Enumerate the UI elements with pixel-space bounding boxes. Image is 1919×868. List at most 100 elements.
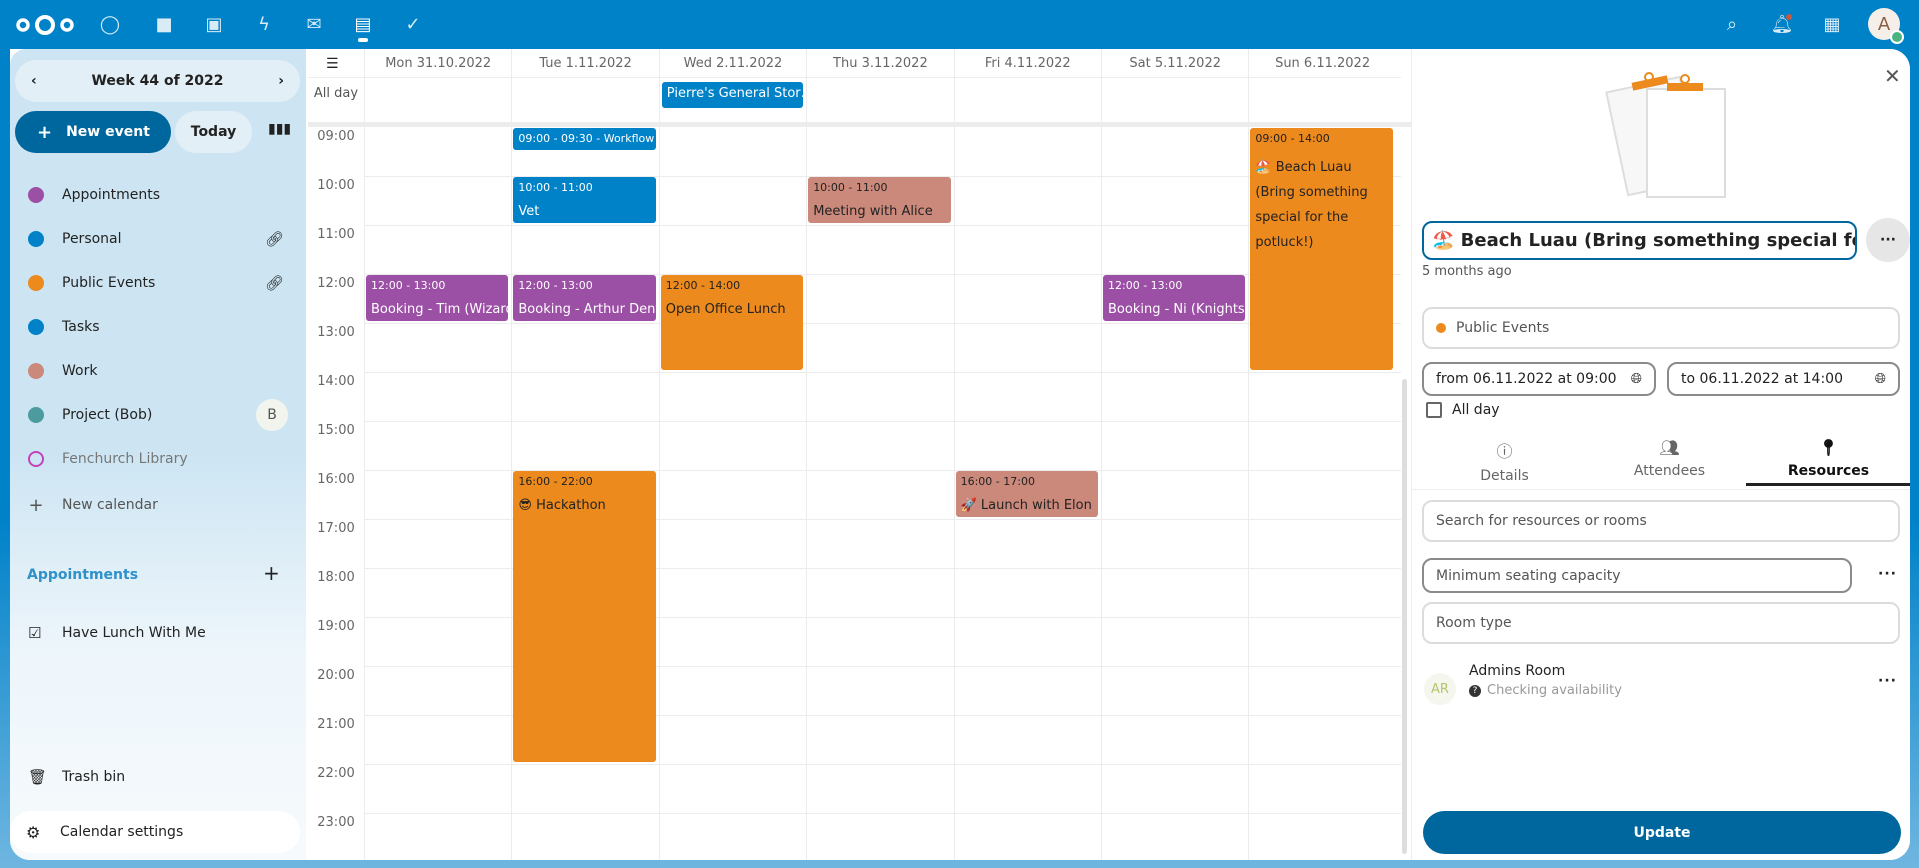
link-icon[interactable]: 🔗︎: [264, 230, 284, 248]
next-week-button[interactable]: ›: [278, 73, 284, 89]
seating-capacity-input[interactable]: Minimum seating capacity: [1422, 558, 1852, 593]
notifications-bell-icon[interactable]: 🔔︎: [1770, 13, 1794, 35]
tab-details[interactable]: ⓘ Details: [1422, 434, 1587, 486]
calendar-event[interactable]: 16:00 - 17:00 🚀 Launch with Elon: [955, 471, 1098, 517]
tab-attendees[interactable]: 👥︎ Attendees: [1587, 434, 1752, 486]
hour-line: [364, 421, 1401, 422]
tab-resources[interactable]: 📍︎ Resources: [1746, 434, 1910, 486]
calendar-event[interactable]: 12:00 - 13:00 Booking - Ni (Knights: [1103, 275, 1246, 321]
trash-icon: 🗑︎: [28, 768, 48, 786]
update-button[interactable]: Update: [1423, 811, 1901, 854]
people-icon: 👥︎: [1659, 438, 1680, 457]
view-columns-icon[interactable]: ▮▮▮: [268, 121, 292, 137]
room-type-input[interactable]: Room type: [1422, 602, 1900, 644]
calendar-event[interactable]: 09:00 - 14:00 🏖️ Beach Luau (Bring someth…: [1250, 128, 1393, 370]
all-day-checkbox[interactable]: All day: [1426, 402, 1500, 418]
day-header: Sun 6.11.2022: [1248, 49, 1395, 77]
previous-week-button[interactable]: ‹: [31, 73, 37, 89]
scrollbar[interactable]: [1402, 379, 1407, 854]
hour-label: 19:00: [317, 619, 355, 634]
sidebar: ‹ Week 44 of 2022 › + New event Today ▮▮▮…: [10, 49, 306, 860]
activity-icon[interactable]: ϟ: [258, 13, 270, 35]
new-calendar-button[interactable]: + New calendar: [28, 494, 158, 516]
day-header: Tue 1.11.2022: [511, 49, 658, 77]
calendar-item[interactable]: Personal 🔗︎: [28, 221, 298, 257]
appointment-item[interactable]: ☑ Have Lunch With Me: [28, 624, 206, 642]
timezone-globe-icon[interactable]: 🌐︎: [1874, 371, 1886, 387]
week-navigator: ‹ Week 44 of 2022 ›: [15, 60, 300, 102]
event-title: 😎 Hackathon: [518, 498, 606, 514]
close-icon[interactable]: ✕: [1884, 64, 1901, 88]
event-title: Booking - Ni (Knights: [1108, 302, 1245, 318]
new-event-button[interactable]: + New event: [15, 111, 171, 153]
contacts-icon[interactable]: ▦: [1823, 13, 1841, 35]
calendar-event[interactable]: 12:00 - 13:00 Booking - Arthur Dent: [513, 275, 656, 321]
nextcloud-logo[interactable]: [14, 13, 76, 37]
event-title: Booking - Tim (Wizard): [371, 302, 509, 318]
calendar-item[interactable]: Work: [28, 353, 298, 389]
calendar-color-dot[interactable]: [28, 451, 44, 467]
mail-icon[interactable]: ✉: [306, 13, 322, 35]
calendar-settings-button[interactable]: ⚙ Calendar settings: [10, 811, 300, 853]
hour-label: 09:00: [317, 129, 355, 144]
calendar-event[interactable]: 12:00 - 13:00 Booking - Tim (Wizard): [366, 275, 509, 321]
search-icon[interactable]: ⌕: [1726, 13, 1738, 35]
event-title: Vet: [518, 204, 540, 220]
hour-label: 13:00: [317, 325, 355, 340]
calendar-color-dot[interactable]: [28, 187, 44, 203]
availability-status: Checking availability: [1487, 683, 1622, 698]
avatar[interactable]: A: [1868, 8, 1904, 44]
files-icon[interactable]: ■: [155, 13, 173, 35]
calendar-event[interactable]: 10:00 - 11:00 Vet: [513, 177, 656, 223]
collapse-sidebar-icon[interactable]: ☰: [326, 56, 339, 72]
calendar-event[interactable]: 10:00 - 11:00 Meeting with Alice: [808, 177, 951, 223]
start-datetime-field[interactable]: from 06.11.2022 at 09:00 🌐︎: [1422, 362, 1656, 396]
calendar-item[interactable]: Fenchurch Library: [28, 441, 298, 477]
hour-line: [364, 617, 1401, 618]
hour-label: 16:00: [317, 472, 355, 487]
hour-label: 14:00: [317, 374, 355, 389]
day-header: Thu 3.11.2022: [806, 49, 953, 77]
calendar-name: Fenchurch Library: [62, 451, 188, 467]
calendar-item[interactable]: Tasks: [28, 309, 298, 345]
event-sidebar: ✕ 🏖️ Beach Luau (Bring something special…: [1411, 49, 1910, 860]
day-column-divider: [953, 49, 955, 860]
week-label[interactable]: Week 44 of 2022: [91, 73, 224, 89]
hour-label: 10:00: [317, 178, 355, 193]
active-app-indicator: [358, 38, 368, 42]
calendar-color-dot[interactable]: [28, 407, 44, 423]
calendar-color-dot[interactable]: [28, 319, 44, 335]
shared-user-avatar: B: [256, 399, 288, 431]
tasks-icon[interactable]: ✓: [405, 13, 421, 35]
calendar-event[interactable]: 12:00 - 14:00 Open Office Lunch: [660, 275, 804, 370]
calendar-color-dot[interactable]: [28, 231, 44, 247]
resource-search-input[interactable]: Search for resources or rooms: [1422, 500, 1900, 542]
dashboard-icon[interactable]: ◯: [99, 13, 121, 35]
checkbox[interactable]: [1426, 402, 1442, 418]
calendar-select[interactable]: Public Events: [1422, 307, 1900, 349]
trash-bin-button[interactable]: 🗑︎ Trash bin: [28, 768, 126, 786]
calendar-item[interactable]: Project (Bob) B: [28, 397, 298, 433]
hour-line: [364, 323, 1401, 324]
calendar-event[interactable]: 09:00 - 09:30 - Workflow: [513, 128, 656, 150]
link-icon[interactable]: 🔗︎: [264, 274, 284, 292]
more-actions-button[interactable]: ···: [1866, 218, 1910, 262]
all-day-event[interactable]: Pierre's General Stor…: [661, 82, 804, 108]
plus-icon: +: [28, 494, 44, 516]
hour-line: [364, 568, 1401, 569]
end-datetime-field[interactable]: to 06.11.2022 at 14:00 🌐︎: [1667, 362, 1900, 396]
add-appointment-button[interactable]: +: [263, 561, 280, 585]
calendar-icon[interactable]: ▤: [354, 13, 372, 35]
calendar-event[interactable]: 16:00 - 22:00 😎 Hackathon: [513, 471, 656, 762]
calendar-item[interactable]: Public Events 🔗︎: [28, 265, 298, 301]
more-filters-button[interactable]: ···: [1878, 566, 1897, 582]
timezone-globe-icon[interactable]: 🌐︎: [1630, 371, 1642, 387]
photos-icon[interactable]: ▣: [205, 13, 223, 35]
today-button[interactable]: Today: [175, 111, 252, 153]
hour-label: 20:00: [317, 668, 355, 683]
calendar-color-dot[interactable]: [28, 275, 44, 291]
event-title-input[interactable]: 🏖️ Beach Luau (Bring something special f…: [1422, 221, 1857, 260]
calendar-color-dot[interactable]: [28, 363, 44, 379]
calendar-item[interactable]: Appointments: [28, 177, 298, 213]
resource-more-button[interactable]: ···: [1878, 673, 1897, 689]
